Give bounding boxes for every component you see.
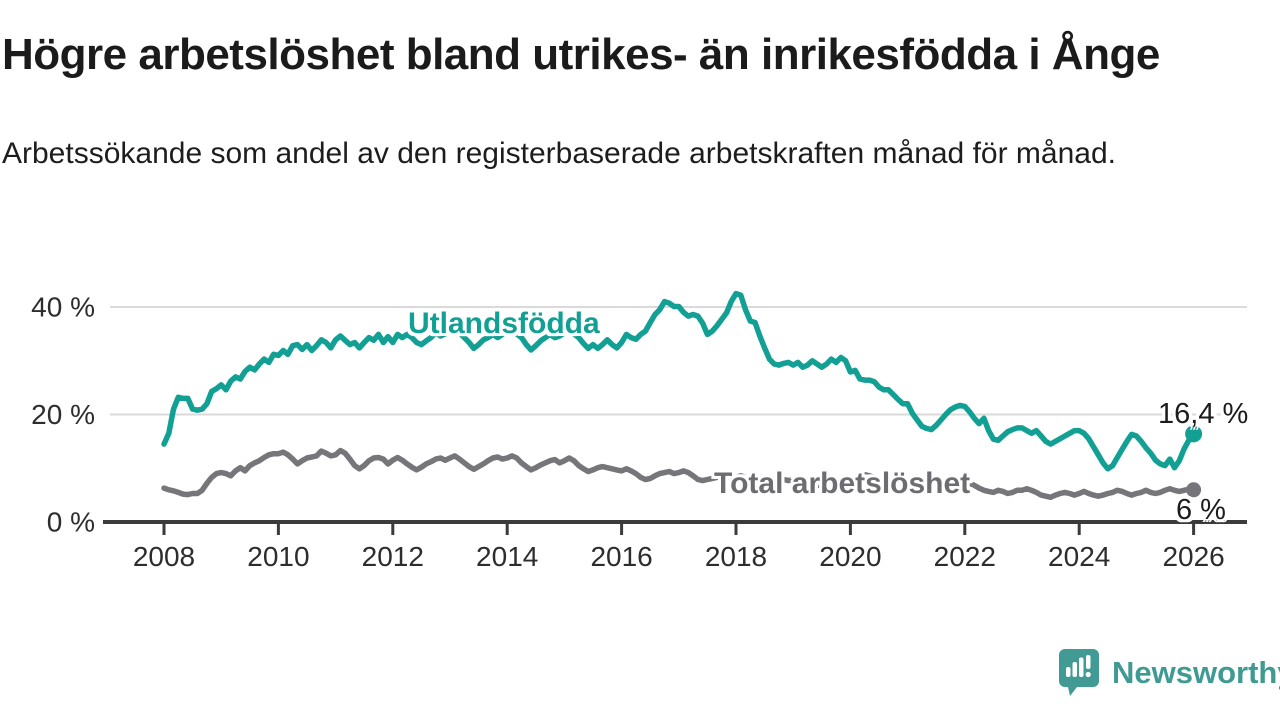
gridlines-group: [110, 306, 1247, 416]
newsworthy-logo-icon: [1059, 649, 1099, 696]
series-line-utlandsfodda: [161, 290, 1197, 472]
x-axis-tick-label: 2010: [247, 541, 309, 572]
x-axis-tick-label: 2016: [590, 541, 652, 572]
x-axis-tick-label: 2014: [476, 541, 538, 572]
series-group: [161, 290, 1203, 501]
logo-bar-large: [1079, 657, 1084, 677]
series-label-total-arbetsloshet: Total arbetslöshet: [714, 467, 971, 500]
logo-bar-medium: [1072, 662, 1077, 677]
x-axis-tick-label: 2026: [1162, 541, 1224, 572]
x-axis-tick-label: 2012: [362, 541, 424, 572]
end-value-label-total: 6 %: [1176, 494, 1226, 526]
end-value-label-utlandsfodda: 16,4 %: [1158, 398, 1249, 430]
x-axis-tick-label: 2024: [1048, 541, 1110, 572]
logo-exclamation-bar: [1086, 655, 1091, 669]
chart-subtitle: Arbetssökande som andel av den registerb…: [2, 137, 1116, 170]
logo-exclamation-dot: [1085, 671, 1091, 678]
x-axis-tick-label: 2022: [934, 541, 996, 572]
y-axis-tick-label: 40 %: [31, 292, 95, 323]
x-axis-tick-label: 2008: [133, 541, 195, 572]
newsworthy-wordmark: Newsworthy: [1112, 655, 1280, 690]
x-axis-tick-label: 2020: [819, 541, 881, 572]
series-end-dot-total-arbetsloshet: [1186, 482, 1202, 498]
logo-bar-small: [1066, 667, 1071, 677]
newsworthy-brand: Newsworthy: [1058, 648, 1280, 698]
series-label-utlandsfodda: Utlandsfödda: [408, 307, 600, 340]
x-axis-tick-label: 2018: [705, 541, 767, 572]
y-axis-tick-label: 20 %: [31, 399, 95, 430]
axis-group: 0 % 20 % 40 % 2008 2010 2012 2014 2016 2018 2020 2…: [31, 292, 1247, 572]
series-line-total-arbetsloshet: [161, 447, 1197, 501]
series-end-dot-utlandsfodda: [1185, 425, 1203, 443]
y-axis-tick-label: 0 %: [47, 507, 95, 538]
page-title: Högre arbetslöshet bland utrikes- än inr…: [2, 30, 1160, 79]
